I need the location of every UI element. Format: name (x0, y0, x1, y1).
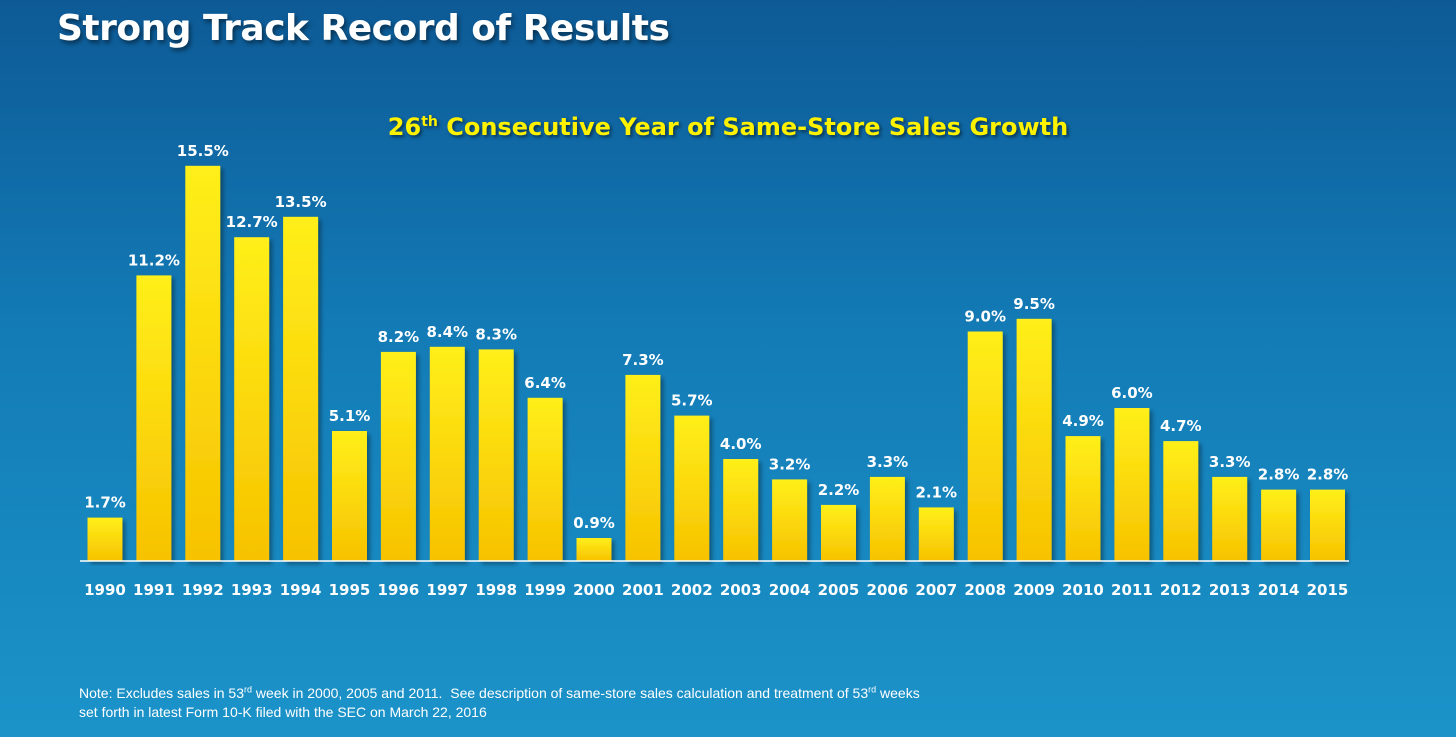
tick-label-2011: 2011 (1111, 581, 1153, 599)
value-label-2015: 2.8% (1307, 466, 1349, 484)
value-label-2010: 4.9% (1062, 412, 1104, 430)
value-labels: 1.7% 11.2% 15.5% 12.7% 13.5% 5.1% 8.2% 8.4% 8.3%… (84, 142, 1348, 532)
tick-label-2015: 2015 (1307, 581, 1349, 599)
bar-2007 (918, 507, 954, 561)
tick-label-1991: 1991 (133, 581, 175, 599)
bar-2006 (869, 476, 905, 561)
page-title: Strong Track Record of Results (57, 8, 670, 49)
tick-label-1998: 1998 (475, 581, 517, 599)
tick-label-1997: 1997 (426, 581, 468, 599)
bar-2010 (1065, 436, 1101, 562)
value-label-1990: 1.7% (84, 494, 126, 512)
value-label-2007: 2.1% (915, 483, 957, 501)
tick-label-2010: 2010 (1062, 581, 1104, 599)
value-label-2012: 4.7% (1160, 417, 1202, 435)
tick-label-2008: 2008 (964, 581, 1006, 599)
bar-2009 (1016, 318, 1052, 562)
tick-label-2003: 2003 (720, 581, 762, 599)
bar-1991 (136, 275, 172, 561)
bar-2000 (576, 538, 612, 561)
tick-label-2009: 2009 (1013, 581, 1055, 599)
bar-2003 (723, 459, 759, 561)
tick-label-2006: 2006 (867, 581, 909, 599)
bar-1996 (380, 351, 416, 561)
tick-label-1990: 1990 (84, 581, 126, 599)
tick-label-2012: 2012 (1160, 581, 1202, 599)
value-label-1995: 5.1% (329, 407, 371, 425)
bar-2011 (1114, 408, 1150, 561)
value-label-2014: 2.8% (1258, 466, 1300, 484)
tick-label-1993: 1993 (231, 581, 273, 599)
bar-2015 (1310, 489, 1345, 561)
tick-label-2007: 2007 (915, 581, 957, 599)
value-label-2001: 7.3% (622, 351, 664, 369)
tick-label-2001: 2001 (622, 581, 664, 599)
value-label-2000: 0.9% (573, 514, 615, 532)
tick-label-2013: 2013 (1209, 581, 1251, 599)
value-label-1998: 8.3% (475, 325, 517, 343)
x-tick-labels: 1990 1991 1992 1993 1994 1995 1996 1997 1998 1999… (84, 581, 1348, 599)
bar-2012 (1163, 441, 1199, 561)
value-label-2013: 3.3% (1209, 453, 1251, 471)
tick-label-2014: 2014 (1258, 581, 1300, 599)
tick-label-1995: 1995 (329, 581, 371, 599)
footnote: Note: Excludes sales in 53rd week in 200… (79, 684, 1179, 722)
value-label-1992: 15.5% (177, 142, 229, 160)
bar-2008 (967, 331, 1003, 561)
value-label-2009: 9.5% (1013, 295, 1055, 313)
value-label-1997: 8.4% (426, 323, 468, 341)
bar-1995 (332, 431, 367, 561)
value-label-2003: 4.0% (720, 435, 762, 453)
bar-2013 (1212, 476, 1248, 561)
bar-1993 (234, 237, 270, 561)
value-label-1996: 8.2% (378, 328, 420, 346)
bar-1998 (478, 349, 514, 562)
value-label-2004: 3.2% (769, 455, 811, 473)
tick-label-2005: 2005 (818, 581, 860, 599)
value-label-2008: 9.0% (964, 308, 1006, 326)
value-label-1999: 6.4% (524, 374, 566, 392)
bar-1997 (429, 346, 465, 561)
bar-2014 (1261, 489, 1297, 561)
chart-subtitle: 26th Consecutive Year of Same-Store Sale… (0, 113, 1456, 141)
bar-2005 (821, 504, 856, 561)
bars (87, 165, 1345, 562)
subtitle-number: 26 (387, 113, 422, 141)
bar-1990 (87, 517, 123, 561)
value-label-2006: 3.3% (867, 453, 909, 471)
value-label-2005: 2.2% (818, 481, 860, 499)
value-label-2002: 5.7% (671, 392, 713, 410)
value-label-1991: 11.2% (128, 251, 180, 269)
tick-label-1994: 1994 (280, 581, 322, 599)
subtitle-text: Consecutive Year of Same-Store Sales Gro… (437, 113, 1069, 141)
bar-2004 (772, 479, 808, 561)
tick-label-1996: 1996 (378, 581, 420, 599)
footnote-line-1: Note: Excludes sales in 53rd week in 200… (79, 684, 920, 701)
tick-label-2004: 2004 (769, 581, 811, 599)
bar-1999 (527, 397, 563, 561)
bar-2001 (625, 374, 661, 562)
bar-1994 (283, 216, 319, 562)
value-label-1993: 12.7% (226, 213, 278, 231)
bar-2002 (674, 415, 710, 561)
tick-label-1999: 1999 (524, 581, 566, 599)
bar-1992 (185, 165, 221, 562)
subtitle-ordinal: th (421, 114, 438, 130)
bar-chart: 1.7% 11.2% 15.5% 12.7% 13.5% 5.1% 8.2% 8.4% 8.3%… (84, 142, 1348, 599)
tick-label-2002: 2002 (671, 581, 713, 599)
tick-label-1992: 1992 (182, 581, 224, 599)
tick-label-2000: 2000 (573, 581, 615, 599)
value-label-1994: 13.5% (275, 193, 327, 211)
footnote-line-2: set forth in latest Form 10-K filed with… (79, 704, 487, 720)
value-label-2011: 6.0% (1111, 384, 1153, 402)
